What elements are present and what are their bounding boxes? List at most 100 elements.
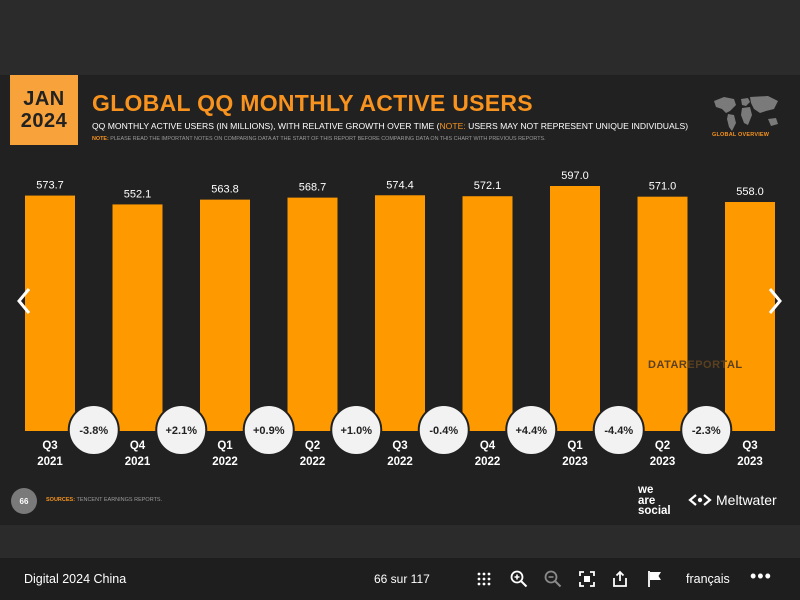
bar-value-label: 571.0 [649,181,677,193]
bar-value-label: 558.0 [736,186,764,198]
bar-value-label: 597.0 [561,170,589,182]
zoom-out-button[interactable] [543,569,563,589]
logo-word-are: are [638,494,656,507]
growth-badge [242,404,295,456]
next-slide-button[interactable] [763,283,787,319]
growth-badge [67,404,120,456]
growth-badge [680,404,733,456]
zoom-in-icon [510,570,528,588]
share-icon [613,570,627,587]
growth-badge [505,404,558,456]
growth-badge [330,404,383,456]
growth-label: -3.8% [79,425,108,437]
x-tick-label: 2023 [562,456,588,468]
grid-icon [477,572,491,586]
previous-slide-button[interactable] [12,283,36,319]
growth-label: -2.3% [692,425,721,437]
growth-label: +1.0% [341,425,373,437]
bar [462,196,513,431]
x-tick-label: 2021 [37,456,63,468]
x-tick-label: Q2 [305,440,320,452]
subtitle-note-text: USERS MAY NOT REPRESENT UNIQUE INDIVIDUA… [465,121,689,131]
x-tick-label: 2022 [475,456,501,468]
growth-label: -4.4% [604,425,633,437]
x-tick-label: 2022 [300,456,326,468]
grid-view-button[interactable] [474,569,494,589]
viewer-toolbar: Digital 2024 China 66 sur 117 [0,558,800,600]
logo-word-we: we [638,484,654,496]
fullscreen-icon [579,571,595,587]
growth-badge [417,404,470,456]
bar [200,199,250,431]
viewer-top-area [0,0,800,75]
date-badge-year: 2024 [20,110,68,132]
bar [25,195,75,431]
language-selector[interactable]: français [686,572,730,586]
growth-badge [592,404,645,456]
page-counter: 66 sur 117 [374,572,430,586]
more-options-button[interactable]: ••• [750,566,772,587]
bar-value-label: 574.4 [386,179,414,191]
sources-label: SOURCES: [46,497,76,503]
x-tick-label: 2022 [387,456,413,468]
slide-note: NOTE: PLEASE READ THE IMPORTANT NOTES ON… [92,136,546,142]
we-are-social-logo: we are social [638,485,671,517]
slide: JAN 2024 GLOBAL QQ MONTHLY ACTIVE USERS … [0,75,800,525]
note-text: PLEASE READ THE IMPORTANT NOTES ON COMPA… [108,136,546,142]
datareportal-watermark: DATAREPORTAL [648,359,743,371]
x-tick-label: Q3 [392,440,407,452]
x-tick-label: Q1 [567,440,583,452]
global-overview-label: GLOBAL OVERVIEW [712,132,770,138]
growth-label: +4.4% [516,425,548,437]
slide-title: GLOBAL QQ MONTHLY ACTIVE USERS [92,90,533,116]
bar-value-label: 563.8 [211,184,239,196]
x-tick-label: Q1 [217,440,233,452]
fullscreen-button[interactable] [577,569,597,589]
bar-value-label: 568.7 [299,182,327,194]
x-tick-label: 2023 [650,456,676,468]
sources: SOURCES: TENCENT EARNINGS REPORTS. [46,497,162,503]
date-badge-month: JAN [23,88,65,110]
x-tick-label: 2023 [737,456,763,468]
more-icon: ••• [750,566,772,586]
x-tick-label: Q4 [130,440,146,452]
subtitle-note-label: NOTE: [439,121,466,131]
x-tick-label: Q3 [42,440,57,452]
meltwater-logo: Meltwater [688,492,777,508]
bar-value-label: 573.7 [36,180,64,192]
x-tick-label: 2022 [212,456,238,468]
meltwater-wordmark: Meltwater [716,492,777,508]
share-button[interactable] [610,569,630,589]
bar [550,186,600,431]
growth-badge [155,404,208,456]
date-badge: JAN 2024 [10,75,78,145]
bar-value-label: 572.1 [474,180,502,192]
sources-text: TENCENT EARNINGS REPORTS. [75,497,163,503]
zoom-in-button[interactable] [509,569,529,589]
bar-chart: 573.7 Q3 2021 552.1 Q4 2021 563.8 Q1 2022 568.7 Q2… [25,170,775,468]
x-tick-label: 2021 [125,456,151,468]
logo-word-social: social [638,505,671,517]
world-map-icon [714,96,778,131]
bar [375,195,425,431]
chevron-right-icon [768,288,782,314]
growth-label: +2.1% [166,425,198,437]
bar-value-label: 552.1 [124,188,152,200]
x-tick-label: Q2 [655,440,670,452]
subtitle-main: QQ MONTHLY ACTIVE USERS (IN MILLIONS), W… [92,121,440,131]
growth-label: +0.9% [253,425,285,437]
document-title: Digital 2024 China [24,572,127,586]
meltwater-mark-icon [688,494,712,506]
bar [112,204,163,431]
bar [287,197,338,431]
bar [637,196,688,431]
zoom-out-icon [544,570,562,588]
slide-page-number: 66 [11,488,37,514]
growth-label: -0.4% [429,425,458,437]
flag-icon [648,571,661,587]
x-tick-label: Q3 [742,440,757,452]
note-label: NOTE: [92,136,109,142]
slide-subtitle: QQ MONTHLY ACTIVE USERS (IN MILLIONS), W… [92,121,688,131]
chevron-left-icon [17,288,31,314]
report-flag-button[interactable] [645,569,665,589]
